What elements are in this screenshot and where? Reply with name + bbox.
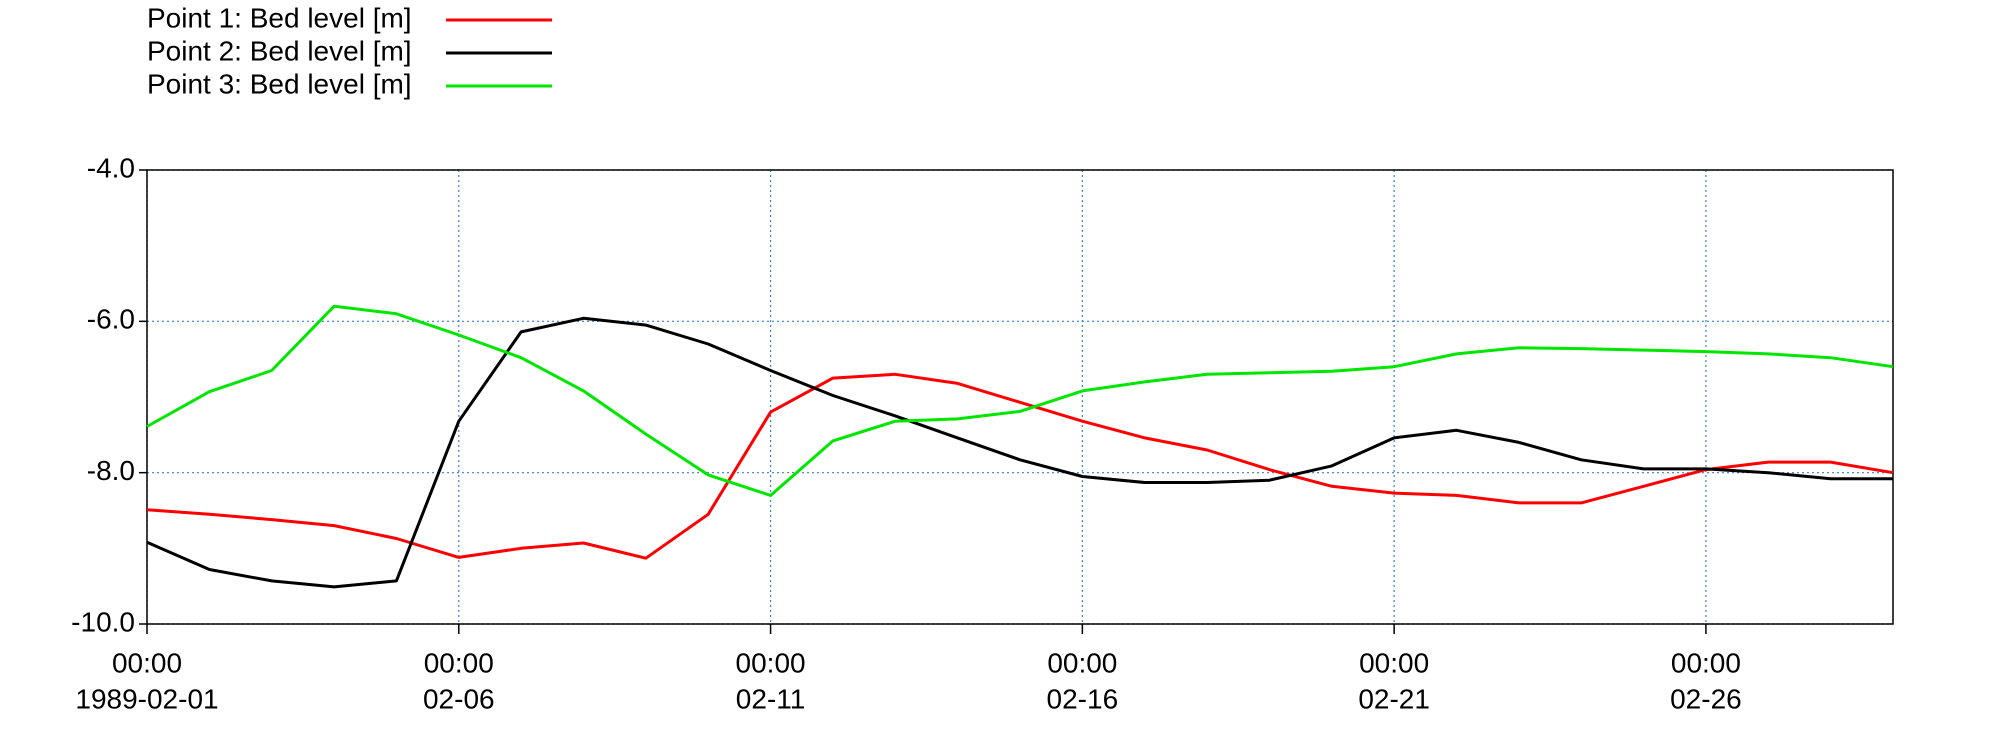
y-tick-label: -4.0 [87,152,135,183]
x-tick-label: 00:00 [1047,647,1117,678]
legend-label: Point 1: Bed level [m] [147,2,412,33]
x-tick-label: 02-21 [1358,683,1430,714]
x-tick-label: 00:00 [736,647,806,678]
x-tick-label: 00:00 [424,647,494,678]
legend-label: Point 2: Bed level [m] [147,35,412,66]
x-tick-label: 00:00 [1671,647,1741,678]
y-tick-label: -10.0 [71,606,135,637]
y-tick-label: -6.0 [87,304,135,335]
series-line [146,316,1893,589]
series-line [146,304,1894,497]
x-tick-label: 02-16 [1047,683,1119,714]
x-tick-label: 1989-02-01 [75,683,218,714]
x-tick-label: 00:00 [112,647,182,678]
legend-label: Point 3: Bed level [m] [147,68,412,99]
series-line [146,372,1894,560]
x-tick-label: 02-26 [1670,683,1742,714]
y-tick-label: -8.0 [87,455,135,486]
x-tick-label: 00:00 [1359,647,1429,678]
x-tick-label: 02-06 [423,683,495,714]
plot-frame [146,169,1894,625]
x-tick-label: 02-11 [736,683,806,714]
